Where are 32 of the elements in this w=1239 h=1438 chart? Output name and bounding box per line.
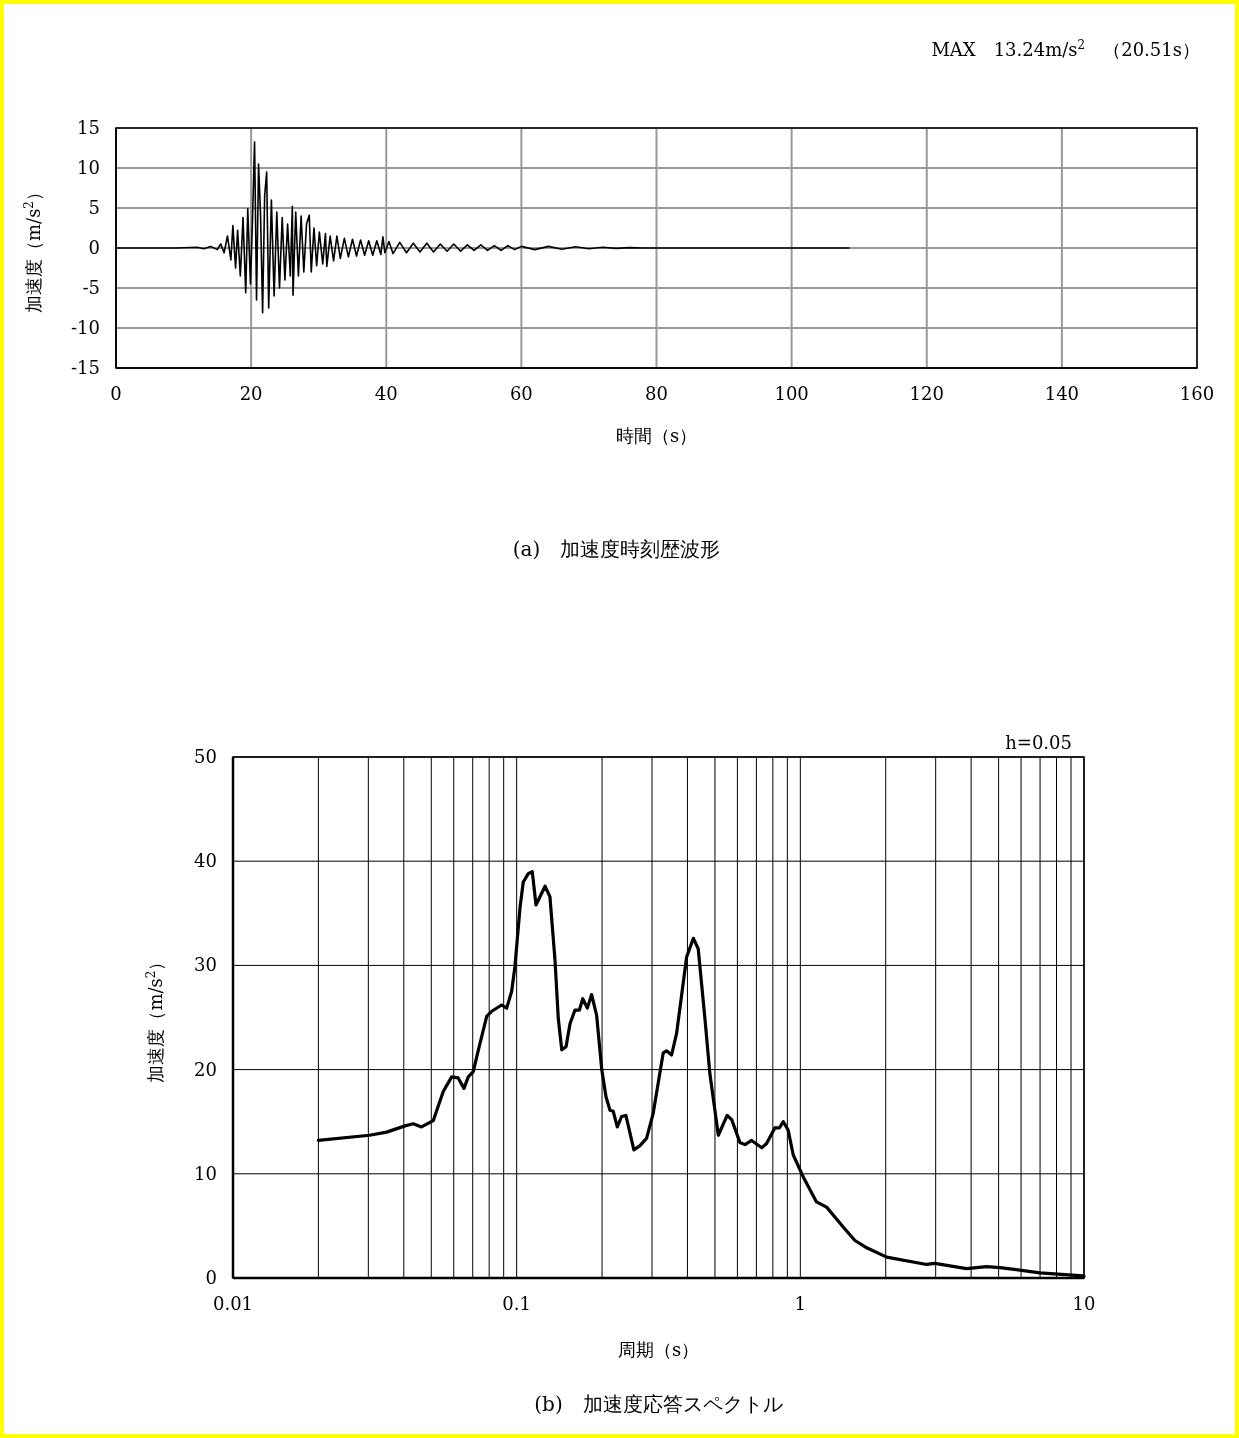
x-tick-label: 0.01 bbox=[212, 1293, 254, 1314]
y-tick-label: -10 bbox=[71, 317, 100, 338]
y-tick-label: 30 bbox=[194, 954, 217, 976]
x-tick-label: 120 bbox=[909, 383, 944, 404]
x-tick-label: 140 bbox=[1044, 383, 1080, 404]
text: h=0.05 bbox=[1005, 732, 1072, 753]
x-axis-title: 時間（s） bbox=[615, 425, 698, 446]
y-tick-label: 15 bbox=[77, 117, 100, 138]
y-tick-label: 50 bbox=[194, 746, 217, 767]
x-tick-label: 10 bbox=[1072, 1293, 1096, 1314]
y-tick-label: 20 bbox=[194, 1058, 217, 1080]
x-tick-label: 100 bbox=[774, 383, 809, 404]
x-tick-label: 60 bbox=[509, 383, 533, 404]
x-axis-title: 周期（s） bbox=[617, 1339, 700, 1360]
x-tick-label: 0.1 bbox=[502, 1293, 531, 1314]
y-tick-label: 0 bbox=[205, 1267, 217, 1288]
y-tick-label: 0 bbox=[88, 237, 100, 258]
y-tick-label: 10 bbox=[194, 1162, 217, 1184]
text: (a) 加速度時刻歴波形 bbox=[512, 537, 721, 561]
text: (b) 加速度応答スペクトル bbox=[534, 1392, 783, 1416]
y-tick-label: 40 bbox=[194, 850, 217, 872]
x-tick-label: 0 bbox=[110, 383, 122, 404]
y-tick-label: -15 bbox=[71, 357, 100, 378]
text: MAX 13.24m/s$^{2}$ （20.51s） bbox=[931, 38, 1200, 60]
y-tick-label: -5 bbox=[82, 277, 100, 298]
x-tick-label: 1 bbox=[794, 1293, 807, 1314]
x-tick-label: 20 bbox=[239, 383, 263, 404]
x-tick-label: 40 bbox=[374, 383, 398, 404]
y-tick-label: 5 bbox=[88, 197, 100, 218]
x-tick-label: 80 bbox=[645, 383, 668, 404]
x-tick-label: 160 bbox=[1179, 383, 1215, 404]
y-tick-label: 10 bbox=[77, 157, 100, 178]
